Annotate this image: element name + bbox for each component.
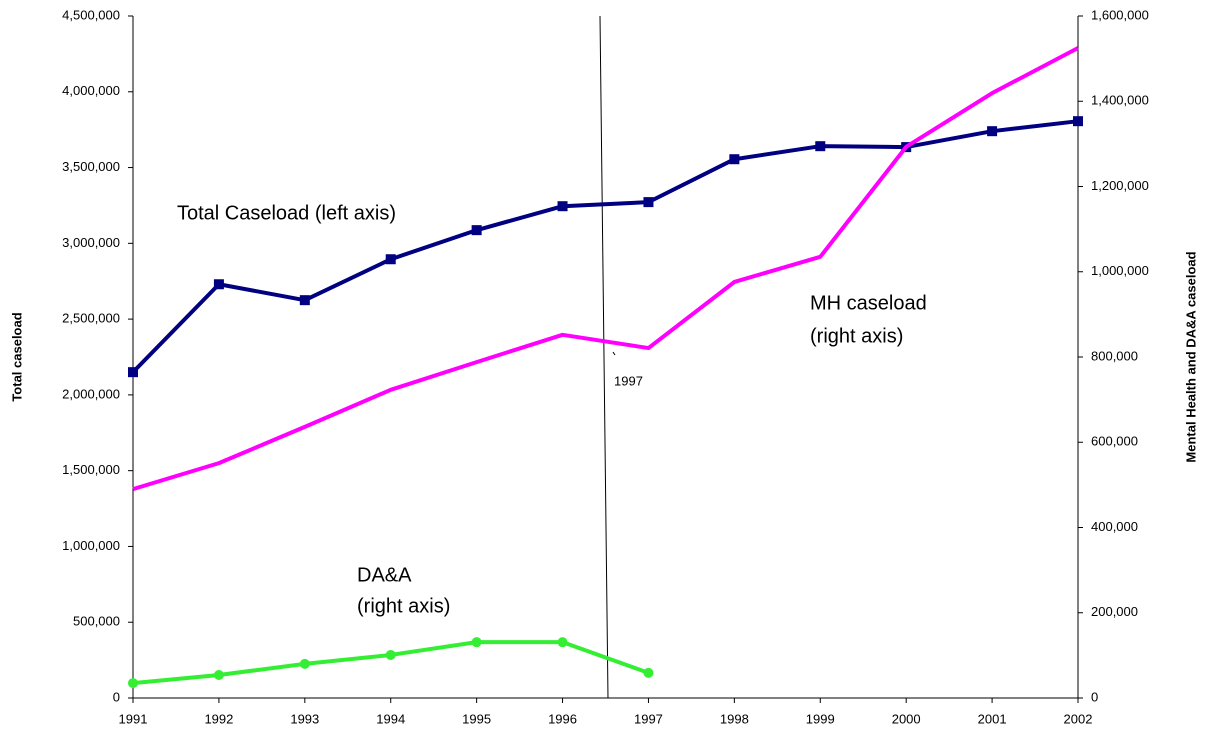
point-marker <box>643 197 654 208</box>
point-marker <box>471 225 482 236</box>
x-tick-label: 1991 <box>119 711 148 726</box>
y2-axis-title: Mental Health and DA&A caseload <box>1183 251 1198 462</box>
y2-tick-label: 1,000,000 <box>1091 263 1149 278</box>
annotation: Total Caseload (left axis) <box>177 202 396 224</box>
x-tick-label: 1995 <box>462 711 491 726</box>
point-marker <box>471 637 482 648</box>
y2-tick-label: 600,000 <box>1091 434 1138 449</box>
point-marker <box>128 678 138 689</box>
y2-tick-label: 1,200,000 <box>1091 178 1149 193</box>
point-marker <box>643 667 654 678</box>
point-marker <box>815 141 826 152</box>
point-marker <box>213 669 224 680</box>
y-tick-label: 1,500,000 <box>62 462 120 477</box>
annotation: 1997 <box>614 373 643 388</box>
x-tick-label: 1992 <box>204 711 233 726</box>
y-tick-label: 4,500,000 <box>62 7 120 22</box>
y2-tick-label: 800,000 <box>1091 348 1138 363</box>
point-marker <box>987 126 998 137</box>
point-marker <box>385 649 396 660</box>
point-marker <box>213 279 224 290</box>
x-tick-label: 1999 <box>806 711 835 726</box>
y-tick-label: 2,000,000 <box>62 386 120 401</box>
point-marker <box>385 254 396 265</box>
point-marker <box>557 201 568 212</box>
x-tick-label: 2000 <box>892 711 921 726</box>
series-line <box>131 119 1079 374</box>
x-tick-label: 1997 <box>634 711 663 726</box>
marker-line <box>599 15 609 699</box>
annotation: (right axis) <box>357 595 450 617</box>
point-marker <box>729 154 740 165</box>
y-tick-label: 3,500,000 <box>62 159 120 174</box>
annotation: MH caseload <box>810 292 927 314</box>
y-axis-title: Total caseload <box>9 312 24 401</box>
y2-tick-label: 200,000 <box>1091 604 1138 619</box>
x-tick-label: 1996 <box>548 711 577 726</box>
point-marker <box>128 367 138 378</box>
x-tick-label: 2002 <box>1064 711 1093 726</box>
series-line <box>132 46 1079 492</box>
x-tick-label: 2001 <box>978 711 1007 726</box>
y2-tick-label: 1,400,000 <box>1091 93 1149 108</box>
y2-tick-label: 1,600,000 <box>1091 7 1149 22</box>
y-tick-label: 500,000 <box>73 614 120 629</box>
annotation: DA&A <box>357 564 412 586</box>
leader <box>612 351 616 356</box>
y-tick-label: 3,000,000 <box>62 235 120 250</box>
point-marker <box>299 295 310 306</box>
annotation: (right axis) <box>810 325 903 347</box>
y2-tick-label: 0 <box>1091 689 1098 704</box>
y-tick-label: 2,500,000 <box>62 311 120 326</box>
y-tick-label: 0 <box>113 689 120 704</box>
y2-tick-label: 400,000 <box>1091 519 1138 534</box>
x-tick-label: 1994 <box>376 711 405 726</box>
x-tick-label: 1998 <box>720 711 749 726</box>
series-line <box>132 640 650 686</box>
point-marker <box>1073 116 1083 127</box>
point-marker <box>299 658 310 669</box>
x-tick-label: 1993 <box>290 711 319 726</box>
y-tick-label: 1,000,000 <box>62 538 120 553</box>
y-tick-label: 4,000,000 <box>62 83 120 98</box>
point-marker <box>557 637 568 648</box>
